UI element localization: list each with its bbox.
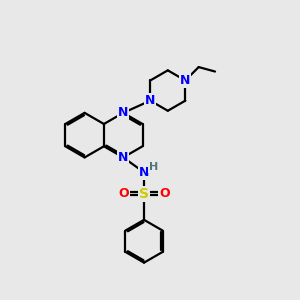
Text: N: N <box>118 151 128 164</box>
Text: S: S <box>139 187 149 201</box>
Text: H: H <box>149 162 158 172</box>
Text: N: N <box>145 94 155 107</box>
Text: N: N <box>180 74 190 87</box>
Text: N: N <box>118 106 128 119</box>
Text: O: O <box>159 187 169 200</box>
Text: O: O <box>118 187 129 200</box>
Text: N: N <box>139 166 149 179</box>
